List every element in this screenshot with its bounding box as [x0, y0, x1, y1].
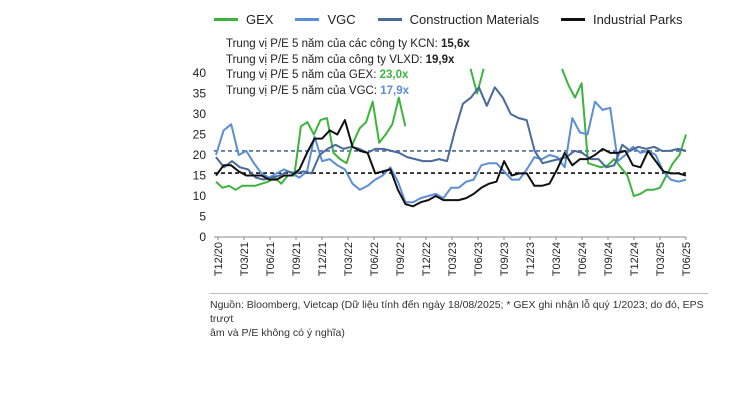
source-line-2: âm và P/E không có ý nghĩa): [210, 327, 345, 339]
y-tick-label-6: 30: [193, 107, 207, 121]
x-tick-label-15: T09/24: [603, 242, 615, 276]
x-tick-label-11: T09/23: [499, 242, 511, 276]
x-tick-label-9: T03/23: [447, 242, 459, 276]
note-vgc-label: Trung vị P/E 5 năm của VGC:: [226, 84, 381, 97]
source-line-1: Nguồn: Bloomberg, Vietcap (Dữ liệu tính …: [210, 299, 704, 325]
x-tick-label-3: T09/21: [291, 242, 303, 276]
y-tick-label-7: 35: [193, 87, 207, 101]
chart-legend: GEX VGC Construction Materials Industria…: [214, 12, 705, 27]
y-tick-label-5: 25: [193, 128, 207, 142]
legend-item-industrial-parks: Industrial Parks: [560, 12, 683, 27]
x-tick-label-16: T12/24: [629, 242, 641, 276]
y-tick-label-0: 0: [199, 230, 206, 244]
x-tick-label-10: T06/23: [473, 242, 485, 276]
legend-label-industrial-parks: Industrial Parks: [592, 12, 683, 27]
x-tick-label-5: T03/22: [343, 242, 355, 276]
legend-swatch-vgc: [295, 18, 320, 21]
legend-item-construction-materials: Construction Materials: [377, 12, 539, 27]
legend-label-gex: GEX: [246, 12, 274, 27]
legend-item-gex: GEX: [214, 12, 273, 27]
median-pe-notes: Trung vị P/E 5 năm của các công ty KCN: …: [226, 37, 470, 99]
series-group: [215, 68, 687, 208]
legend-label-vgc: VGC: [327, 12, 356, 27]
y-tick-label-4: 20: [193, 148, 207, 162]
note-vlxd-label: Trung vị P/E 5 năm của công ty VLXD:: [226, 53, 426, 66]
note-vlxd-value: 19,9x: [425, 53, 455, 66]
x-tick-label-14: T06/24: [577, 242, 589, 276]
x-tick-label-13: T03/24: [551, 242, 563, 276]
note-gex: Trung vị P/E 5 năm của GEX: 23,0x: [226, 68, 470, 84]
note-kcn-value: 15,6x: [440, 38, 470, 50]
note-vgc-value: 17,9x: [380, 84, 410, 97]
x-tick-label-4: T12/21: [317, 242, 329, 276]
series-line-industrial-parks: [215, 119, 687, 208]
source-divider: [210, 293, 708, 294]
x-tick-label-0: T12/20: [213, 242, 225, 276]
x-tick-label-2: T06/21: [265, 242, 277, 276]
y-tick-label-1: 5: [199, 210, 206, 224]
x-tick-label-8: T12/22: [421, 242, 433, 276]
legend-swatch-construction-materials: [377, 18, 402, 21]
note-kcn-label: Trung vị P/E 5 năm của các công ty KCN:: [226, 38, 441, 50]
y-tick-label-8: 40: [193, 66, 207, 80]
x-tick-label-17: T03/25: [655, 242, 667, 276]
x-tick-label-1: T03/21: [239, 242, 251, 276]
series-line-gex: [215, 68, 687, 197]
legend-label-construction-materials: Construction Materials: [409, 12, 539, 27]
note-gex-value: 23,0x: [379, 69, 409, 81]
series-line-construction-materials: [215, 86, 687, 181]
source-note: Nguồn: Bloomberg, Vietcap (Dữ liệu tính …: [210, 298, 710, 340]
series-line-vgc: [215, 100, 687, 204]
y-tick-label-2: 10: [193, 189, 207, 203]
legend-item-vgc: VGC: [295, 12, 356, 27]
x-tick-label-12: T12/23: [525, 242, 537, 276]
note-gex-label: Trung vị P/E 5 năm của GEX:: [226, 69, 380, 81]
x-tick-label-18: T06/25: [681, 242, 693, 276]
note-vgc: Trung vị P/E 5 năm của VGC: 17,9x: [226, 84, 470, 100]
legend-swatch-gex: [214, 18, 238, 21]
x-tick-label-6: T06/22: [369, 242, 381, 276]
x-tick-label-7: T09/22: [395, 242, 407, 276]
legend-swatch-industrial-parks: [560, 18, 585, 21]
note-vlxd: Trung vị P/E 5 năm của công ty VLXD: 19,…: [226, 53, 470, 69]
y-tick-label-3: 15: [193, 169, 207, 183]
note-kcn: Trung vị P/E 5 năm của các công ty KCN: …: [226, 37, 470, 53]
